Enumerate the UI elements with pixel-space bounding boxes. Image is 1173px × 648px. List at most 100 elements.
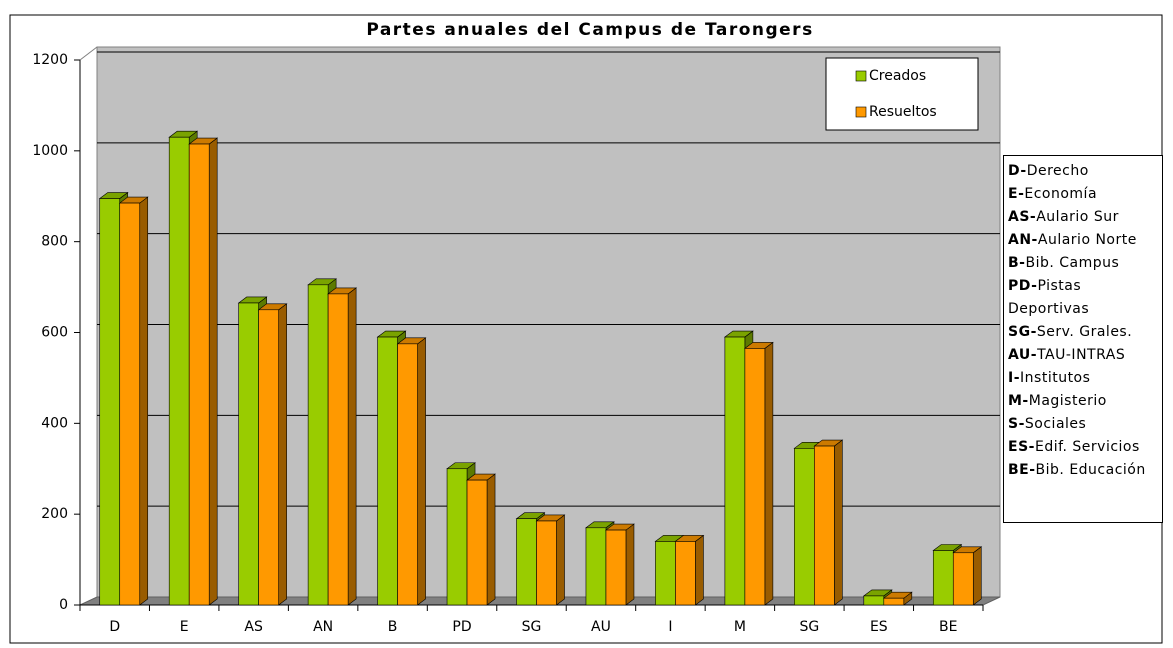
abbreviation: AS-Aulario Sur (1008, 206, 1158, 229)
x-tick-label: M (734, 619, 746, 635)
abbreviation-name: Magisterio (1028, 393, 1107, 409)
bar-side (139, 196, 149, 606)
bar (377, 336, 398, 606)
abbreviation: B-Bib. Campus (1008, 252, 1158, 275)
abbreviation-box: D-Derecho E-Economía AS-Aulario Sur AN-Aula… (1003, 155, 1163, 523)
bar (188, 143, 210, 606)
wall-edge (79, 46, 98, 61)
x-tick-label: SG (799, 619, 819, 635)
bar-side (208, 137, 218, 606)
legend-label: Resueltos (869, 104, 937, 120)
abbreviation-code: S- (1008, 416, 1025, 432)
y-tick-label: 1000 (32, 143, 68, 159)
abbreviation: SG-Serv. Grales. (1008, 321, 1158, 344)
abbreviation-code: ES- (1008, 439, 1035, 455)
x-tick-label: BE (939, 619, 957, 635)
bar (466, 479, 488, 606)
abbreviation-name: Aulario Norte (1037, 232, 1137, 248)
x-tick-label: I (668, 619, 672, 635)
legend-swatch (855, 106, 867, 118)
abbreviation: S-Sociales (1008, 413, 1158, 436)
abbreviation: D-Derecho (1008, 160, 1158, 183)
bar (744, 348, 766, 606)
abbreviation-code: AN- (1008, 232, 1038, 248)
abbreviation-name: Institutos (1020, 370, 1091, 386)
abbreviation-name: Edif. Servicios (1034, 439, 1140, 455)
bar (952, 552, 974, 606)
y-tick-label: 0 (59, 597, 68, 613)
bar (397, 343, 418, 606)
chart-title: Partes anuales del Campus de Tarongers (366, 20, 813, 40)
y-tick-label: 800 (41, 234, 68, 250)
bar (119, 202, 141, 606)
bar-side (834, 439, 843, 606)
abbreviation-code: BE- (1008, 462, 1036, 478)
abbreviation-code: E- (1008, 186, 1025, 202)
bar (238, 302, 259, 606)
bar (863, 595, 885, 606)
bar (516, 518, 537, 606)
abbreviation-code: B- (1008, 255, 1026, 271)
bar (536, 520, 557, 606)
legend-label: Creados (869, 68, 926, 84)
legend-swatch (855, 70, 867, 82)
bar-side (417, 337, 426, 606)
abbreviation-code: SG- (1008, 324, 1037, 340)
abbreviation-name: Derecho (1026, 163, 1089, 179)
abbreviation: I-Institutos (1008, 367, 1158, 390)
bar (585, 527, 607, 606)
x-tick-label: D (109, 619, 120, 635)
abbreviation-code: I- (1008, 370, 1021, 386)
bar-side (278, 303, 287, 606)
bar-side (972, 546, 982, 606)
abbreviation-name: Sociales (1024, 416, 1087, 432)
abbreviation-name: Serv. Grales. (1036, 324, 1133, 340)
bar-side (764, 341, 774, 606)
bar (724, 336, 746, 606)
abbreviation-code: AS- (1008, 209, 1037, 225)
y-tick-label: 400 (41, 415, 68, 431)
abbreviation-name: Bib. Campus (1025, 255, 1120, 271)
bar (814, 445, 835, 606)
y-tick-label: 1200 (32, 52, 68, 68)
bar-side (486, 473, 496, 606)
x-tick-label: E (180, 619, 189, 635)
bar (327, 293, 349, 606)
bar (168, 136, 190, 606)
abbreviation: E-Economía (1008, 183, 1158, 206)
abbreviation-name: TAU-INTRAS (1037, 347, 1126, 363)
bar (258, 309, 279, 606)
bar (99, 198, 121, 606)
abbreviation-name: Aulario Sur (1036, 209, 1119, 225)
bar-side (347, 287, 357, 606)
abbreviation: M-Magisterio (1008, 390, 1158, 413)
abbreviation-name: Bib. Educación (1035, 462, 1146, 478)
bar (655, 541, 676, 606)
abbreviation: AU-TAU-INTRAS (1008, 344, 1158, 367)
abbreviation-code: D- (1008, 163, 1027, 179)
y-tick-label: 600 (41, 325, 68, 341)
x-tick-label: SG (522, 619, 542, 635)
x-tick-label: ES (870, 619, 888, 635)
bar (446, 468, 468, 606)
bar-side (695, 534, 704, 606)
x-tick-label: AU (591, 619, 611, 635)
legend (825, 57, 979, 131)
abbreviation-name: Economía (1024, 186, 1098, 202)
abbreviation: BE-Bib. Educación (1008, 459, 1158, 482)
abbreviation: AN-Aulario Norte (1008, 229, 1158, 252)
abbreviation: PD-Pistas Deportivas (1008, 275, 1158, 321)
x-tick-label: AS (244, 619, 263, 635)
bar (932, 550, 954, 606)
x-tick-label: AN (313, 619, 333, 635)
abbreviation-code: AU- (1008, 347, 1038, 363)
y-tick-label: 200 (41, 506, 68, 522)
bar (307, 284, 329, 606)
abbreviation-code: M- (1008, 393, 1029, 409)
bar (675, 541, 696, 606)
bar-side (556, 514, 565, 606)
bar (883, 597, 905, 606)
abbreviation-name: Pistas Deportivas (1008, 278, 1090, 317)
